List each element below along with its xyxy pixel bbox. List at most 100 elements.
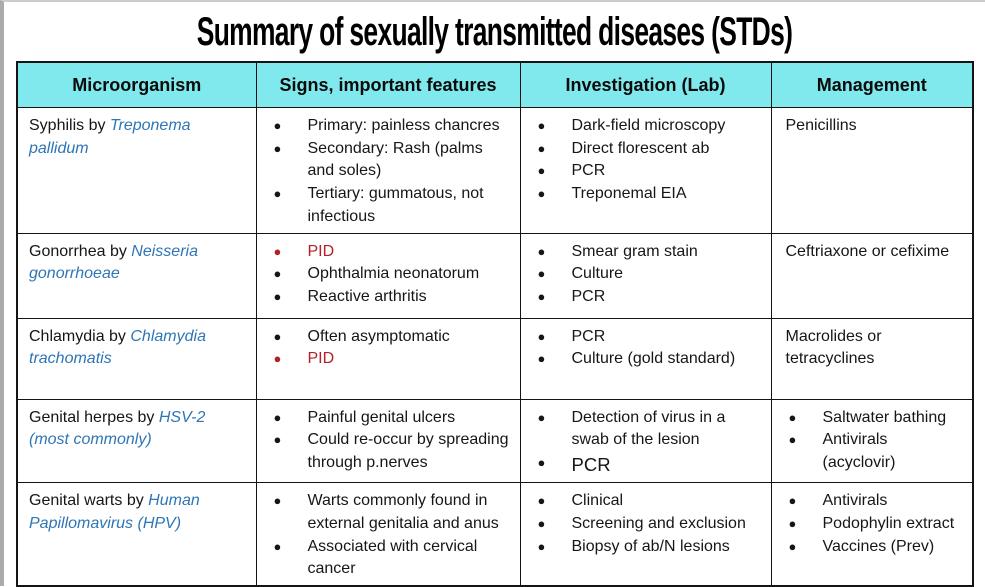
bullet-icon: ●	[273, 538, 282, 554]
signs-cell: ● Warts commonly found in external genita…	[255, 482, 521, 587]
col-header-management: Management	[770, 61, 974, 108]
col-header-signs: Signs, important features	[255, 61, 521, 108]
bullet-icon: ●	[788, 493, 797, 509]
table-row-gonorrhea: Gonorrhea by Neisseria gonorrhoeae ● PID …	[16, 232, 974, 319]
management-text: Penicillins	[785, 117, 857, 134]
bullet-icon: ●	[537, 328, 546, 344]
list-item: ● Culture (gold standard)	[532, 348, 763, 371]
table-row-genital-herpes: Genital herpes by HSV-2 (most commonly) …	[16, 398, 974, 484]
bullet-icon: ●	[537, 538, 546, 554]
bullet-icon: ●	[788, 516, 797, 532]
investigation-cell: ● PCR ● Culture (gold standard)	[519, 317, 772, 400]
sign-text: Reactive arthritis	[307, 288, 427, 306]
investigation-cell: ● Clinical ● Screening and exclusion ● Biop…	[519, 482, 772, 587]
bullet-icon: ●	[273, 289, 282, 305]
list-item: ● Clinical	[532, 490, 763, 513]
sign-text: PID	[307, 242, 335, 260]
bullet-icon: ●	[788, 432, 797, 448]
bullet-icon: ●	[273, 186, 282, 202]
list-item: ● Warts commonly found in external genita…	[268, 490, 512, 535]
investigation-text: Detection of virus in a swab of the lesi…	[571, 408, 726, 449]
list-item: ● Detection of virus in a swab of the les…	[532, 407, 763, 452]
sign-text: Primary: painless chancres	[307, 117, 500, 134]
management-cell: ● Saltwater bathing ● Antivirals (acyclovi…	[770, 398, 974, 484]
management-text: Saltwater bathing	[822, 408, 947, 426]
col-header-microorganism: Microorganism	[16, 61, 257, 108]
signs-cell: ● Painful genital ulcers ● Could re-occur …	[255, 398, 521, 484]
bullet-icon: ●	[537, 140, 546, 156]
bullet-icon: ●	[273, 140, 282, 156]
bullet-icon: ●	[537, 455, 546, 471]
management-cell: ● Antivirals ● Podophylin extract ● Vaccine…	[770, 482, 974, 587]
investigation-text: Smear gram stain	[571, 242, 698, 260]
organism-lead: Genital herpes by	[29, 408, 159, 426]
management-text: Macrolides or tetracyclines	[785, 327, 882, 368]
list-item: ● Biopsy of ab/N lesions	[532, 536, 763, 559]
investigation-text: Dark-field microscopy	[571, 117, 726, 134]
investigation-text: PCR	[571, 162, 606, 180]
bullet-icon: ●	[273, 118, 282, 133]
table-row-genital-warts: Genital warts by Human Papillomavirus (H…	[16, 482, 974, 587]
list-item: ● PCR	[532, 286, 763, 309]
bullet-icon: ●	[273, 351, 282, 367]
organism-cell: Genital herpes by HSV-2 (most commonly)	[16, 398, 257, 484]
investigation-text: Treponemal EIA	[571, 185, 687, 203]
bullet-icon: ●	[537, 351, 546, 367]
management-cell: Penicillins	[770, 107, 974, 234]
bullet-icon: ●	[537, 163, 546, 179]
management-text: Vaccines (Prev)	[822, 537, 935, 555]
signs-cell: ● Primary: painless chancres ● Secondary: …	[255, 107, 521, 234]
organism-lead: Syphilis by	[29, 117, 110, 134]
sign-text: Could re-occur by spreading through p.ne…	[307, 431, 509, 472]
organism-species: Treponema pallidum	[29, 117, 191, 157]
list-item: ● Culture	[532, 263, 763, 286]
list-item: ● PCR	[532, 160, 763, 183]
organism-cell: Genital warts by Human Papillomavirus (H…	[16, 482, 257, 587]
organism-lead: Chlamydia by	[29, 327, 131, 345]
list-item: ● Podophylin extract	[783, 513, 965, 536]
bullet-icon: ●	[273, 328, 282, 344]
investigation-cell: ● Smear gram stain ● Culture ● PCR	[519, 232, 772, 319]
management-cell: Ceftriaxone or cefixime	[770, 232, 974, 319]
sign-text: Often asymptomatic	[307, 327, 450, 345]
management-text: Antivirals	[822, 492, 888, 510]
organism-species: Neisseria gonorrhoeae	[29, 242, 198, 283]
management-text: Antivirals (acyclovir)	[822, 431, 896, 472]
list-item: ● Tertiary: gummatous, not infectious	[268, 183, 512, 228]
management-cell: Macrolides or tetracyclines	[770, 317, 974, 400]
investigation-text: Culture	[571, 265, 624, 283]
organism-lead: Gonorrhea by	[29, 242, 132, 260]
investigation-text: PCR	[571, 454, 611, 476]
investigation-text: PCR	[571, 327, 606, 345]
header-row: Microorganism Signs, important features …	[16, 61, 974, 108]
list-item: ● Treponemal EIA	[532, 183, 763, 206]
table-row-chlamydia: Chlamydia by Chlamydia trachomatis ● Ofte…	[16, 317, 974, 400]
bullet-icon: ●	[788, 538, 797, 554]
list-item: ● Dark-field microscopy	[532, 115, 763, 138]
col-header-investigation: Investigation (Lab)	[519, 61, 772, 108]
organism-species: Chlamydia trachomatis	[29, 327, 206, 368]
sign-text: Warts commonly found in external genital…	[307, 492, 499, 533]
bullet-icon: ●	[273, 409, 282, 425]
sign-text: Tertiary: gummatous, not infectious	[307, 185, 484, 225]
list-item: ● PCR	[532, 326, 763, 349]
organism-cell: Chlamydia by Chlamydia trachomatis	[16, 317, 257, 400]
bullet-icon: ●	[537, 186, 546, 202]
management-text: Podophylin extract	[822, 515, 955, 533]
list-item: ● PID	[268, 241, 512, 264]
bullet-icon: ●	[537, 266, 546, 282]
std-summary-table: Microorganism Signs, important features …	[16, 61, 974, 587]
investigation-text: Direct florescent ab	[571, 139, 710, 157]
list-item: ● Vaccines (Prev)	[783, 536, 965, 559]
investigation-cell: ● Detection of virus in a swab of the les…	[519, 398, 772, 484]
organism-species: HSV-2 (most commonly)	[29, 408, 206, 449]
bullet-icon: ●	[273, 243, 282, 259]
investigation-text: Screening and exclusion	[571, 515, 746, 533]
bullet-icon: ●	[537, 243, 546, 259]
signs-cell: ● Often asymptomatic ● PID	[255, 317, 521, 400]
investigation-cell: ● Dark-field microscopy ● Direct florescen…	[519, 107, 772, 234]
list-item: ● Screening and exclusion	[532, 513, 763, 536]
list-item: ● Antivirals	[783, 490, 965, 513]
bullet-icon: ●	[273, 266, 282, 282]
organism-species: Human Papillomavirus (HPV)	[29, 492, 200, 533]
